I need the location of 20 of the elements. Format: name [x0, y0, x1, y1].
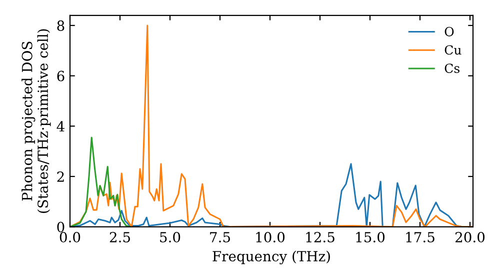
x-tick-label: 20.0 — [455, 232, 485, 242]
x-tick-label: 0.0 — [60, 232, 80, 242]
x-tick-label: 5.0 — [160, 232, 180, 242]
x-tick-label: 12.5 — [306, 232, 334, 242]
legend-label: Cs — [444, 64, 460, 74]
y-axis-title: Phonon projected DOS (States/THz·primitive cell) — [22, 29, 51, 213]
y-tick-label: 6 — [57, 70, 64, 82]
y-tick-label: 8 — [57, 20, 64, 31]
x-tick-label: 15.0 — [356, 232, 385, 242]
y-tick-label: 2 — [57, 171, 64, 182]
y-tick-label: 0 — [57, 222, 64, 232]
x-tick-label: 7.5 — [210, 232, 230, 242]
x-tick-label: 17.5 — [406, 232, 434, 242]
x-tick-label: 10.0 — [256, 232, 285, 242]
legend-label: Cu — [444, 45, 462, 55]
x-axis-title: Frequency (THz) — [212, 250, 330, 264]
x-tick-label: 2.5 — [110, 232, 130, 242]
line-series — [70, 136, 131, 227]
legend-label: O — [444, 26, 454, 36]
y-tick-label: 4 — [56, 121, 64, 132]
